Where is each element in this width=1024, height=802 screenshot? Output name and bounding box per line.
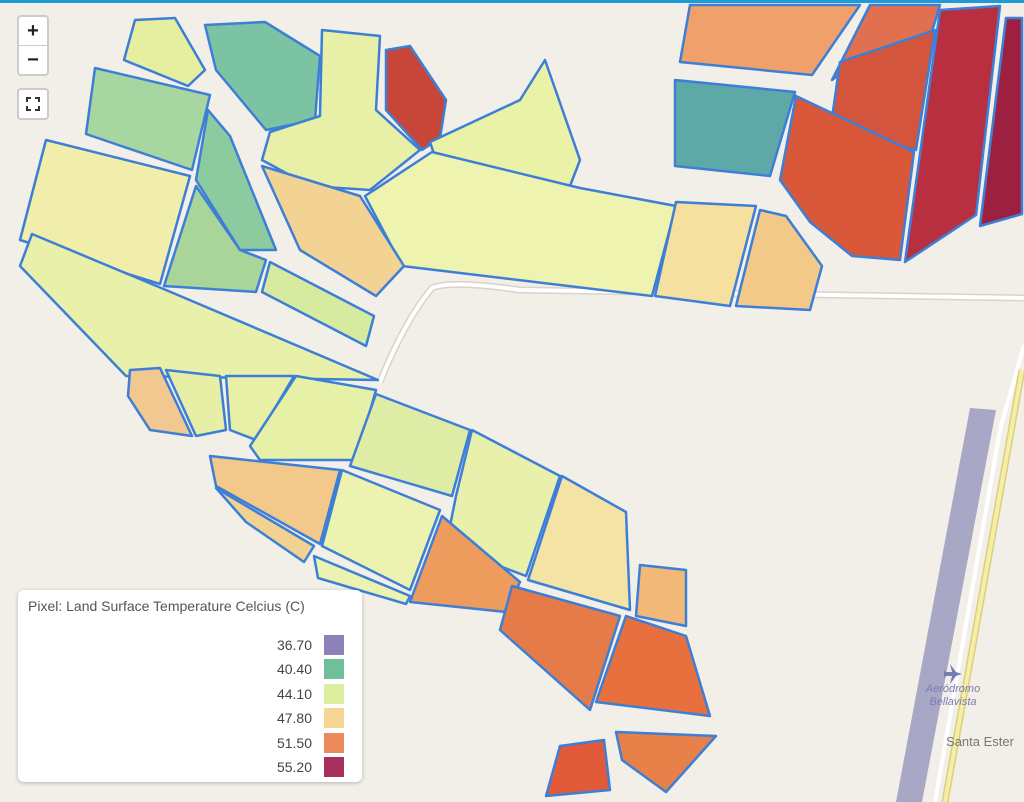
field[interactable]	[594, 614, 712, 718]
highway	[943, 369, 1024, 802]
field[interactable]	[778, 94, 916, 262]
field[interactable]	[248, 374, 378, 462]
legend-swatch	[324, 683, 344, 704]
fullscreen-button[interactable]	[17, 88, 49, 120]
road	[933, 344, 1024, 802]
field[interactable]	[526, 474, 632, 612]
field[interactable]	[653, 200, 758, 308]
field[interactable]	[208, 454, 342, 546]
field[interactable]	[678, 3, 862, 77]
field[interactable]	[203, 20, 322, 132]
airport-icon	[944, 664, 962, 684]
fields	[18, 3, 1024, 798]
field[interactable]	[312, 554, 412, 606]
legend-label: 51.50	[276, 734, 312, 751]
airport-label: Bellavista	[929, 696, 976, 708]
field[interactable]	[348, 392, 472, 498]
legend-item: 44.10	[276, 683, 344, 704]
field[interactable]	[978, 16, 1024, 228]
zoom-control: + −	[17, 15, 49, 76]
legend-item: 51.50	[276, 732, 344, 753]
field[interactable]	[260, 260, 376, 348]
zoom-out[interactable]: −	[27, 49, 39, 71]
field[interactable]	[260, 164, 406, 298]
field[interactable]	[363, 150, 678, 298]
field[interactable]	[614, 730, 718, 794]
field[interactable]	[126, 366, 194, 438]
legend-label: 44.10	[276, 685, 312, 702]
legend-label: 36.70	[276, 637, 312, 653]
legend-swatch	[324, 732, 344, 753]
top-bar	[0, 0, 1024, 3]
legend-item: 47.80	[276, 708, 344, 729]
field[interactable]	[903, 4, 1002, 264]
legend-title: Pixel: Land Surface Temperature Celcius …	[28, 598, 305, 614]
legend-label: 47.80	[276, 710, 312, 727]
field[interactable]	[734, 208, 824, 312]
fullscreen-icon	[26, 97, 40, 111]
legend-item: 55.20	[277, 757, 344, 777]
field[interactable]	[320, 468, 442, 592]
legend-item: 36.70	[277, 635, 344, 655]
legend-swatch	[324, 635, 344, 655]
legend-swatch	[324, 659, 344, 680]
runway	[896, 408, 996, 802]
road	[378, 282, 1024, 383]
field[interactable]	[673, 78, 797, 178]
legend-item: 40.40	[276, 659, 344, 680]
legend-label: 55.20	[276, 759, 312, 775]
airport-label: Aeródromo	[925, 683, 980, 695]
legend: Pixel: Land Surface Temperature Celcius …	[18, 590, 362, 782]
field[interactable]	[164, 368, 228, 438]
field[interactable]	[498, 584, 622, 712]
field[interactable]	[194, 108, 278, 252]
zoom-in[interactable]: +	[19, 17, 47, 46]
field[interactable]	[84, 66, 212, 172]
field[interactable]	[122, 16, 207, 88]
field[interactable]	[544, 738, 612, 798]
field[interactable]	[260, 28, 422, 192]
locality-label: Santa Ester	[946, 734, 1015, 749]
field[interactable]	[634, 563, 688, 628]
field[interactable]	[828, 28, 937, 152]
legend-swatch	[324, 708, 344, 729]
legend-swatch	[324, 757, 344, 777]
legend-label: 40.40	[276, 661, 312, 678]
field[interactable]	[214, 486, 316, 564]
